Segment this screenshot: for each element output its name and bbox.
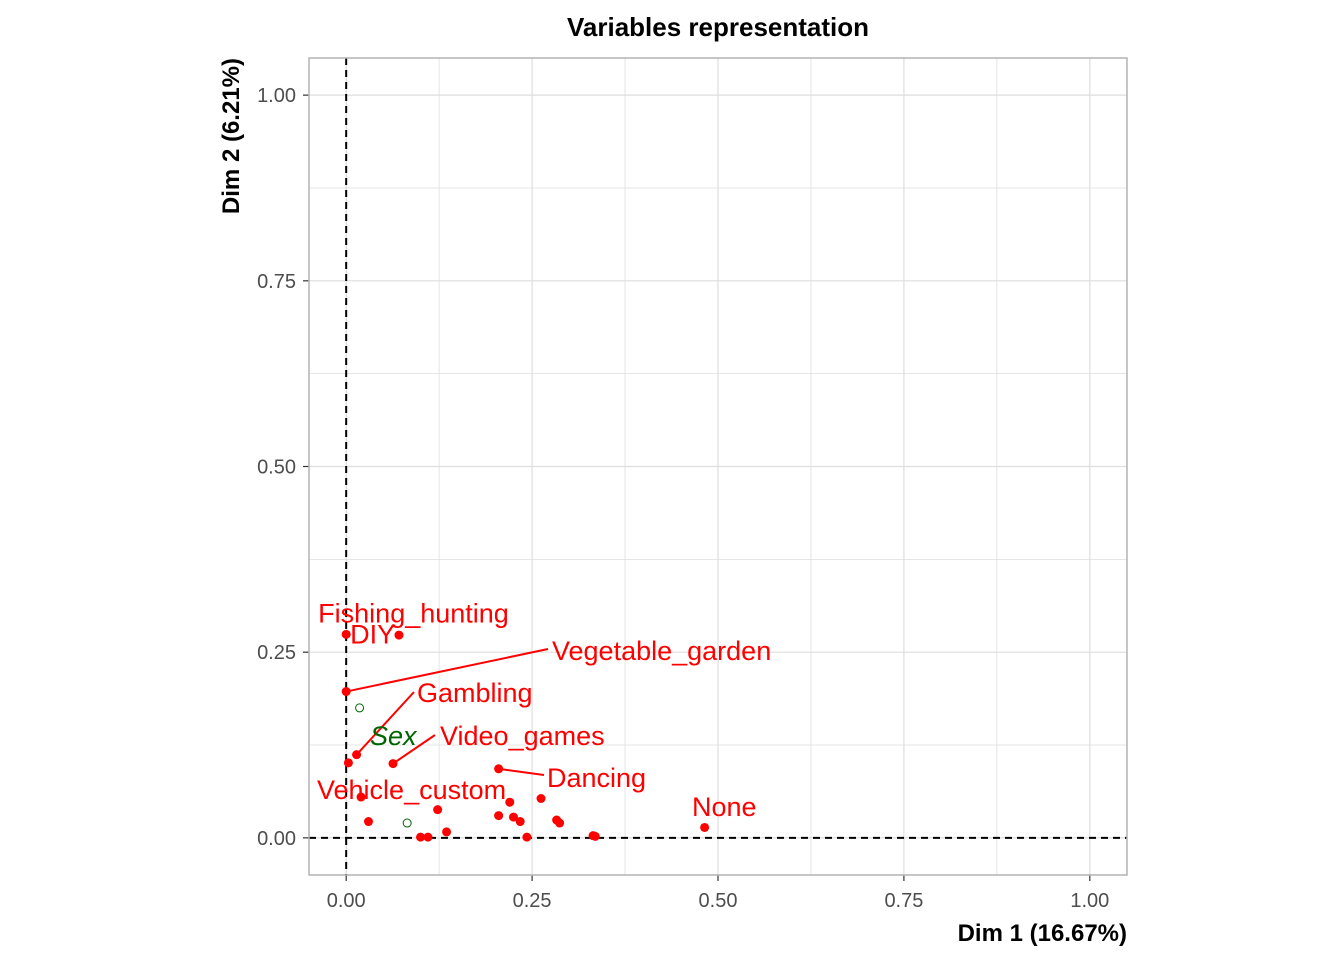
data-point (509, 812, 518, 822)
point-label: DIY (350, 620, 395, 650)
data-point (555, 818, 565, 828)
data-point (522, 832, 532, 842)
x-tick-label: 0.25 (513, 890, 552, 912)
point-label: None (692, 792, 757, 822)
data-point (590, 831, 600, 841)
data-point (341, 687, 351, 697)
label-segment (355, 691, 415, 756)
point-label: Fishing_hunting (318, 598, 509, 628)
label-segment (498, 767, 545, 776)
point-label: Dancing (547, 763, 646, 793)
data-point (356, 792, 366, 802)
y-axis-title: Dim 2 (6.21%) (218, 58, 245, 214)
data-point (536, 793, 546, 803)
data-point (394, 630, 404, 640)
label-segment (392, 734, 436, 765)
x-tick-label: 0.00 (327, 890, 366, 912)
data-point (423, 832, 433, 842)
data-point (442, 827, 452, 837)
data-point (363, 817, 373, 827)
chart-title: Variables representation (567, 12, 869, 42)
y-tick-label: 0.50 (257, 457, 296, 479)
data-point (505, 797, 515, 807)
supplementary-point (355, 703, 365, 713)
panel-border (308, 57, 1128, 876)
y-tick-label: 0.00 (257, 828, 296, 850)
data-point (494, 811, 504, 821)
data-point (700, 822, 710, 832)
label-segment (345, 648, 549, 693)
data-point (515, 817, 525, 827)
y-tick-label: 0.25 (257, 642, 296, 664)
point-label: Vehicle_custom (317, 775, 506, 805)
point-label: Gambling (417, 678, 533, 708)
supplementary-label: Sex (370, 721, 418, 751)
data-point (494, 764, 504, 774)
x-tick-label: 1.00 (1070, 890, 1109, 912)
point-label: Video_games (440, 721, 605, 751)
x-tick-label: 0.75 (884, 890, 923, 912)
y-tick-label: 1.00 (257, 85, 296, 107)
y-tick-label: 0.75 (257, 271, 296, 293)
x-axis-title: Dim 1 (16.67%) (958, 920, 1127, 947)
data-point (416, 832, 426, 842)
x-tick-label: 0.50 (699, 890, 738, 912)
data-point (433, 805, 443, 815)
data-point (341, 629, 351, 639)
data-point (343, 758, 353, 768)
data-point (388, 759, 398, 769)
data-point (352, 750, 362, 760)
point-label: Vegetable_garden (552, 636, 771, 666)
supplementary-point (402, 818, 412, 828)
